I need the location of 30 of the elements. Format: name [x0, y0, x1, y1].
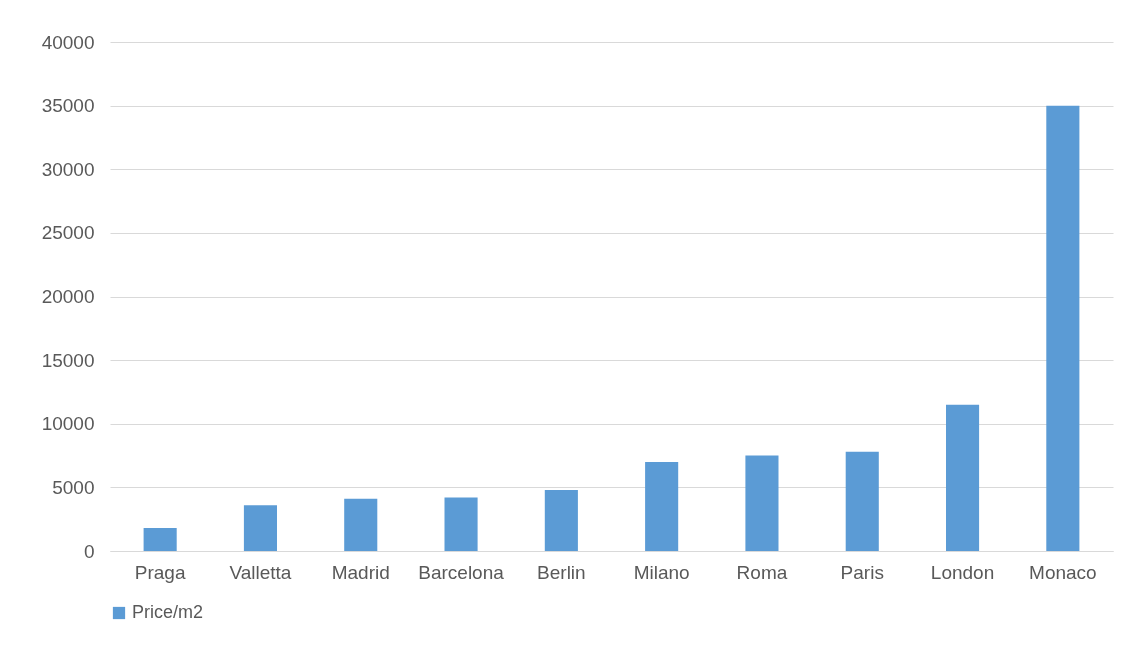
bar — [745, 455, 779, 551]
legend-label: Price/m2 — [132, 602, 204, 622]
bar — [344, 498, 378, 551]
x-tick-label: Praga — [134, 561, 186, 583]
bar — [143, 528, 177, 551]
x-tick-label: London — [930, 561, 995, 583]
x-tick-label: Paris — [840, 561, 884, 583]
y-tick-label: 25000 — [41, 222, 95, 244]
x-tick-label: Madrid — [331, 561, 390, 583]
x-tick-label: Roma — [736, 561, 788, 583]
y-tick-label: 30000 — [41, 158, 95, 180]
x-tick-label: Berlin — [537, 561, 586, 583]
bar — [645, 461, 679, 551]
y-tick-label: 40000 — [41, 31, 95, 53]
x-tick-label: Monaco — [1029, 561, 1097, 583]
y-tick-label: 35000 — [41, 95, 95, 117]
y-tick-label: 5000 — [52, 476, 95, 498]
bar — [946, 404, 980, 551]
bar — [544, 489, 578, 551]
x-tick-label: Barcelona — [418, 561, 505, 583]
x-tick-label: Milano — [633, 561, 690, 583]
bar — [243, 505, 277, 551]
bar — [845, 451, 879, 551]
bar — [444, 497, 478, 551]
bar — [1046, 105, 1080, 551]
y-tick-label: 20000 — [41, 286, 95, 307]
y-tick-label: 10000 — [41, 413, 95, 435]
y-tick-label: 15000 — [41, 349, 95, 371]
y-tick-label: 0 — [83, 540, 95, 562]
x-tick-label: Valletta — [229, 561, 292, 583]
